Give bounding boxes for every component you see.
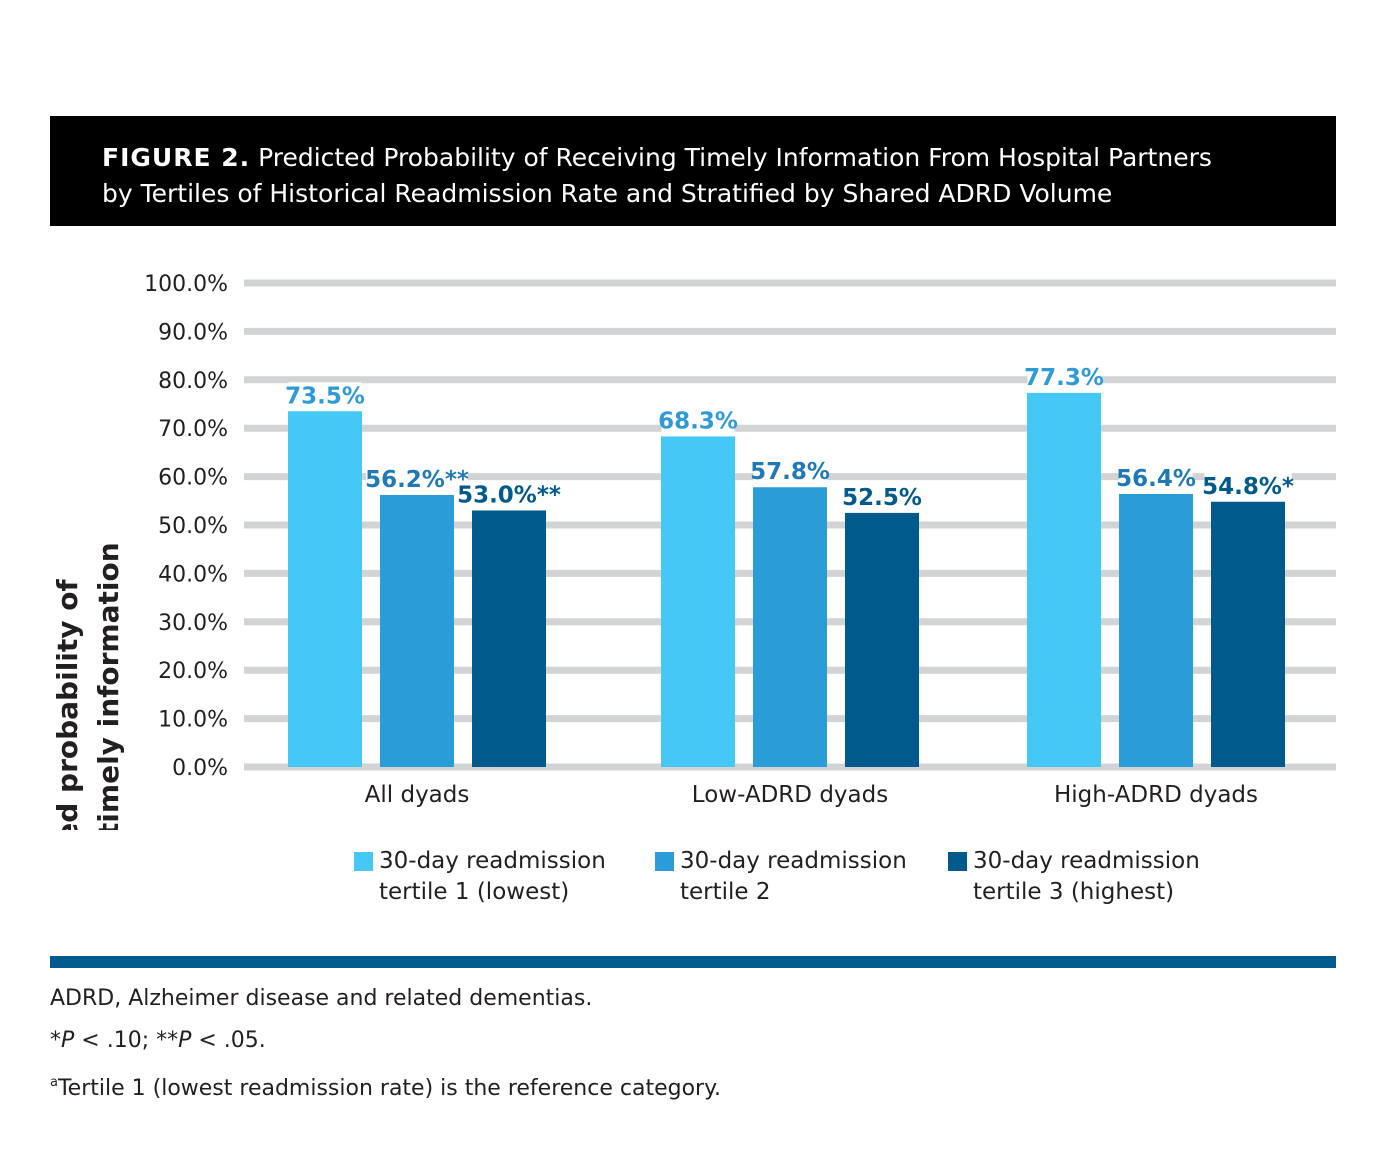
y-axis-ticks: 0.0% 10.0% 20.0% 30.0% 40.0% 50.0% 60.0% 70.0% 8… [144, 272, 228, 781]
bar-3-1 [472, 510, 546, 767]
y-tick-label: 100.0% [144, 272, 228, 297]
data-label-bg [661, 407, 735, 434]
y-tick-label: 50.0% [158, 514, 228, 539]
y-axis-title-line1: Predicted probability of [51, 578, 84, 830]
y-tick-label: 60.0% [158, 466, 228, 491]
legend-swatch-tertile-2 [655, 852, 674, 871]
data-label: 57.8% [750, 459, 830, 485]
data-label: 73.5% [285, 383, 365, 409]
data-label-bg [366, 465, 468, 492]
x-category-label: All dyads [365, 782, 470, 808]
bars [288, 392, 1285, 767]
legend-label-line2: tertile 2 [680, 879, 771, 905]
figure-title-bar: FIGURE 2. Predicted Probability of Recei… [50, 116, 1336, 226]
bar-2-1 [380, 494, 454, 767]
note-abbreviations: ADRD, Alzheimer disease and related deme… [50, 986, 593, 1011]
bar-1-2 [661, 436, 735, 767]
legend-label-line1: 30-day readmission [680, 848, 907, 874]
y-tick-label: 90.0% [158, 320, 228, 345]
figure-notes: ADRD, Alzheimer disease and related deme… [50, 984, 721, 1110]
bar-chart: 0.0% 10.0% 20.0% 30.0% 40.0% 50.0% 60.0% 70.0% 8… [51, 272, 1336, 830]
data-label: 77.3% [1024, 365, 1104, 391]
y-tick-label: 10.0% [158, 708, 228, 733]
y-tick-label: 40.0% [158, 562, 228, 587]
data-label-bg [753, 458, 827, 485]
bar-1-3 [1027, 392, 1101, 767]
y-axis-title: Predicted probability of receiving timel… [51, 542, 125, 830]
legend-item-tertile-2: 30-day readmission tertile 2 [655, 846, 907, 908]
bar-3-2 [845, 512, 919, 767]
figure-title-line1: FIGURE 2. Predicted Probability of Recei… [102, 140, 1284, 176]
x-axis-categories: All dyads Low-ADRD dyads High-ADRD dyads [365, 782, 1258, 808]
bar-1-1 [288, 411, 362, 767]
chart-legend: 30-day readmission tertile 1 (lowest) 30-… [354, 846, 1274, 910]
y-tick-label: 30.0% [158, 611, 228, 636]
figure-title-text-1: Predicted Probability of Receiving Timel… [258, 143, 1212, 172]
note-reference-category: aTertile 1 (lowest readmission rate) is … [50, 1075, 721, 1101]
data-labels: 73.5% 56.2%**53.0%** 68.3% 57.8% 52.5% 77.3% 5… [285, 363, 1294, 511]
section-divider [50, 956, 1336, 968]
data-label-bg [1119, 465, 1193, 492]
legend-item-tertile-1: 30-day readmission tertile 1 (lowest) [354, 846, 606, 908]
y-tick-label: 80.0% [158, 369, 228, 394]
figure-label: FIGURE 2. [102, 143, 251, 172]
data-label-bg [845, 483, 919, 510]
x-category-label: Low-ADRD dyads [692, 782, 888, 808]
data-label-bg [288, 382, 362, 409]
data-label: 56.2%** [365, 467, 469, 493]
data-label: 54.8%* [1202, 474, 1294, 500]
bar-2-3 [1119, 494, 1193, 767]
legend-swatch-tertile-1 [354, 852, 373, 871]
bar-3-3 [1211, 501, 1285, 767]
legend-label-line2: tertile 1 (lowest) [379, 879, 570, 905]
legend-swatch-tertile-3 [948, 852, 967, 871]
legend-label-line2: tertile 3 (highest) [973, 879, 1175, 905]
data-label-bg [1204, 472, 1292, 499]
legend-label-line1: 30-day readmission [973, 848, 1200, 874]
y-tick-label: 0.0% [172, 756, 228, 781]
footnote-mark: a [50, 1075, 58, 1090]
data-label: 56.4% [1116, 466, 1196, 492]
note-significance: *P < .10; **P < .05. [50, 1028, 266, 1053]
data-label: 53.0%** [457, 482, 561, 508]
x-category-label: High-ADRD dyads [1054, 782, 1258, 808]
y-axis-title-line2: receiving timely information [92, 542, 125, 830]
legend-item-tertile-3: 30-day readmission tertile 3 (highest) [948, 846, 1200, 908]
bar-2-2 [753, 487, 827, 767]
data-label: 68.3% [658, 408, 738, 434]
legend-label-line1: 30-day readmission [379, 848, 606, 874]
data-label-bg [1027, 363, 1101, 390]
figure-title-line2: by Tertiles of Historical Readmission Ra… [102, 179, 1113, 208]
y-tick-label: 20.0% [158, 659, 228, 684]
data-label-bg [458, 481, 560, 508]
y-tick-label: 70.0% [158, 417, 228, 442]
data-label: 52.5% [842, 485, 922, 511]
